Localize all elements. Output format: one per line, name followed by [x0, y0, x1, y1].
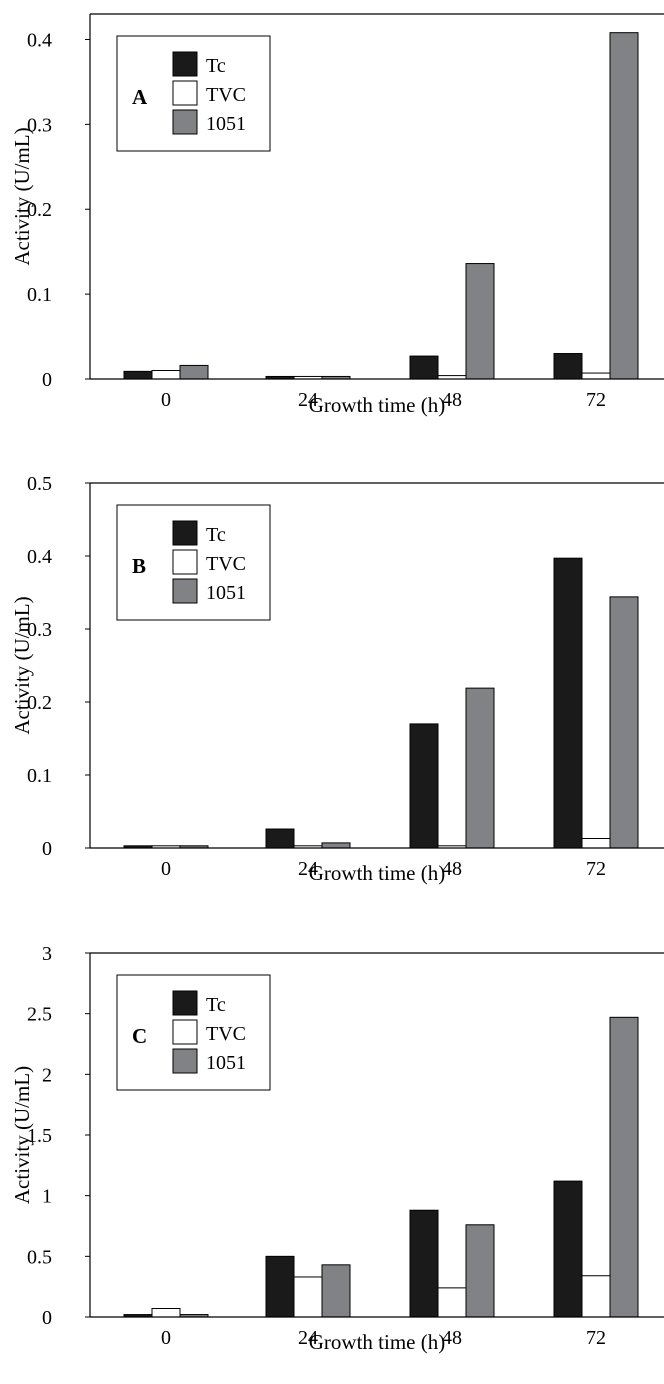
x-axis-label: Growth time (h)	[309, 1330, 445, 1354]
bar-tc-24	[265, 828, 295, 849]
bar-tvc-72	[581, 838, 611, 849]
x-axis-label: Growth time (h)	[309, 861, 445, 885]
bar-tc-48	[409, 355, 439, 380]
x-tick-label: 0	[161, 858, 171, 880]
y-tick-label: 0.4	[27, 546, 52, 568]
y-axis-label: Activity (U/mL)	[10, 596, 34, 734]
x-tick-label: 24	[298, 389, 318, 411]
x-tick-label: 24	[298, 1327, 318, 1349]
x-tick-label: 48	[442, 389, 462, 411]
y-tick-label: 1.5	[27, 1125, 52, 1147]
y-tick-label: 0.2	[27, 692, 52, 714]
legend-label: Tc	[206, 55, 226, 77]
chart-panel-b: 0 0.1 0.2 0.3 0.4 0.5 0 24 48 72 Growth time (h) Ac…	[10, 473, 664, 885]
y-tick-label: 0.5	[27, 473, 52, 495]
legend-label: Tc	[206, 994, 226, 1016]
bar-tc-0	[123, 370, 153, 380]
bar-1051-48	[465, 263, 495, 380]
legend-swatch-tvc	[172, 549, 198, 575]
bar-tvc-24	[293, 1276, 323, 1318]
y-tick-label: 0	[42, 838, 52, 860]
x-tick-label: 24	[298, 858, 318, 880]
legend-label: TVC	[206, 553, 246, 575]
legend-swatch-1051	[172, 578, 198, 604]
legend-label: TVC	[206, 84, 246, 106]
legend-label: TVC	[206, 1023, 246, 1045]
legend-swatch-tc	[172, 51, 198, 77]
y-tick-label: 2.5	[27, 1004, 52, 1026]
legend-swatch-1051	[172, 109, 198, 135]
y-tick-label: 2	[42, 1064, 52, 1086]
y-axis-label: Activity (U/mL)	[10, 1066, 34, 1204]
x-tick-label: 48	[442, 858, 462, 880]
bar-tvc-0	[151, 1308, 181, 1318]
bar-tvc-48	[437, 1287, 467, 1318]
bar-tc-72	[553, 1180, 583, 1318]
x-tick-label: 72	[586, 1327, 606, 1349]
legend-label: 1051	[206, 113, 246, 135]
bar-1051-48	[465, 687, 495, 849]
bar-1051-72	[609, 596, 639, 849]
y-tick-label: 0.3	[27, 619, 52, 641]
x-tick-label: 72	[586, 389, 606, 411]
legend-label: 1051	[206, 582, 246, 604]
y-tick-label: 0.1	[27, 284, 52, 306]
legend-swatch-tvc	[172, 1019, 198, 1045]
bar-tvc-72	[581, 372, 611, 380]
y-tick-label: 3	[42, 943, 52, 965]
y-tick-label: 0.4	[27, 29, 52, 51]
x-axis-label: Growth time (h)	[309, 393, 445, 417]
bar-tc-24	[265, 1255, 295, 1318]
y-tick-label: 0.5	[27, 1246, 52, 1268]
panel-label: B	[132, 554, 146, 578]
bar-tc-48	[409, 1209, 439, 1318]
x-tick-label: 72	[586, 858, 606, 880]
bar-tc-72	[553, 557, 583, 849]
legend-swatch-tc	[172, 990, 198, 1016]
bar-tvc-0	[151, 370, 181, 380]
bar-1051-72	[609, 32, 639, 380]
bar-1051-48	[465, 1224, 495, 1318]
y-tick-label: 0.2	[27, 199, 52, 221]
bar-1051-72	[609, 1016, 639, 1318]
panel-label: C	[132, 1024, 147, 1048]
chart-panel-c: 0 0.5 1 1.5 2 2.5 3 0 24 48 72 Growth time (h) Activ…	[10, 943, 664, 1354]
x-tick-label: 0	[161, 1327, 171, 1349]
legend-swatch-tc	[172, 520, 198, 546]
y-tick-label: 0	[42, 369, 52, 391]
legend-swatch-tvc	[172, 80, 198, 106]
bar-1051-24	[321, 1264, 351, 1318]
x-tick-label: 48	[442, 1327, 462, 1349]
bar-tc-48	[409, 723, 439, 849]
chart-panel-a: 0 0.1 0.2 0.3 0.4 0 24 48 72 Growth time (h) Activ…	[10, 13, 664, 417]
legend-swatch-1051	[172, 1048, 198, 1074]
y-tick-label: 1	[42, 1186, 52, 1208]
y-axis-label: Activity (U/mL)	[10, 127, 34, 265]
x-tick-label: 0	[161, 389, 171, 411]
y-tick-label: 0.1	[27, 765, 52, 787]
legend-label: 1051	[206, 1052, 246, 1074]
bar-1051-24	[321, 842, 351, 849]
bar-tvc-72	[581, 1275, 611, 1318]
panel-label: A	[132, 85, 148, 109]
bar-1051-0	[179, 364, 209, 380]
y-tick-label: 0.3	[27, 114, 52, 136]
legend-label: Tc	[206, 524, 226, 546]
y-tick-label: 0	[42, 1307, 52, 1329]
bar-tc-72	[553, 353, 583, 380]
